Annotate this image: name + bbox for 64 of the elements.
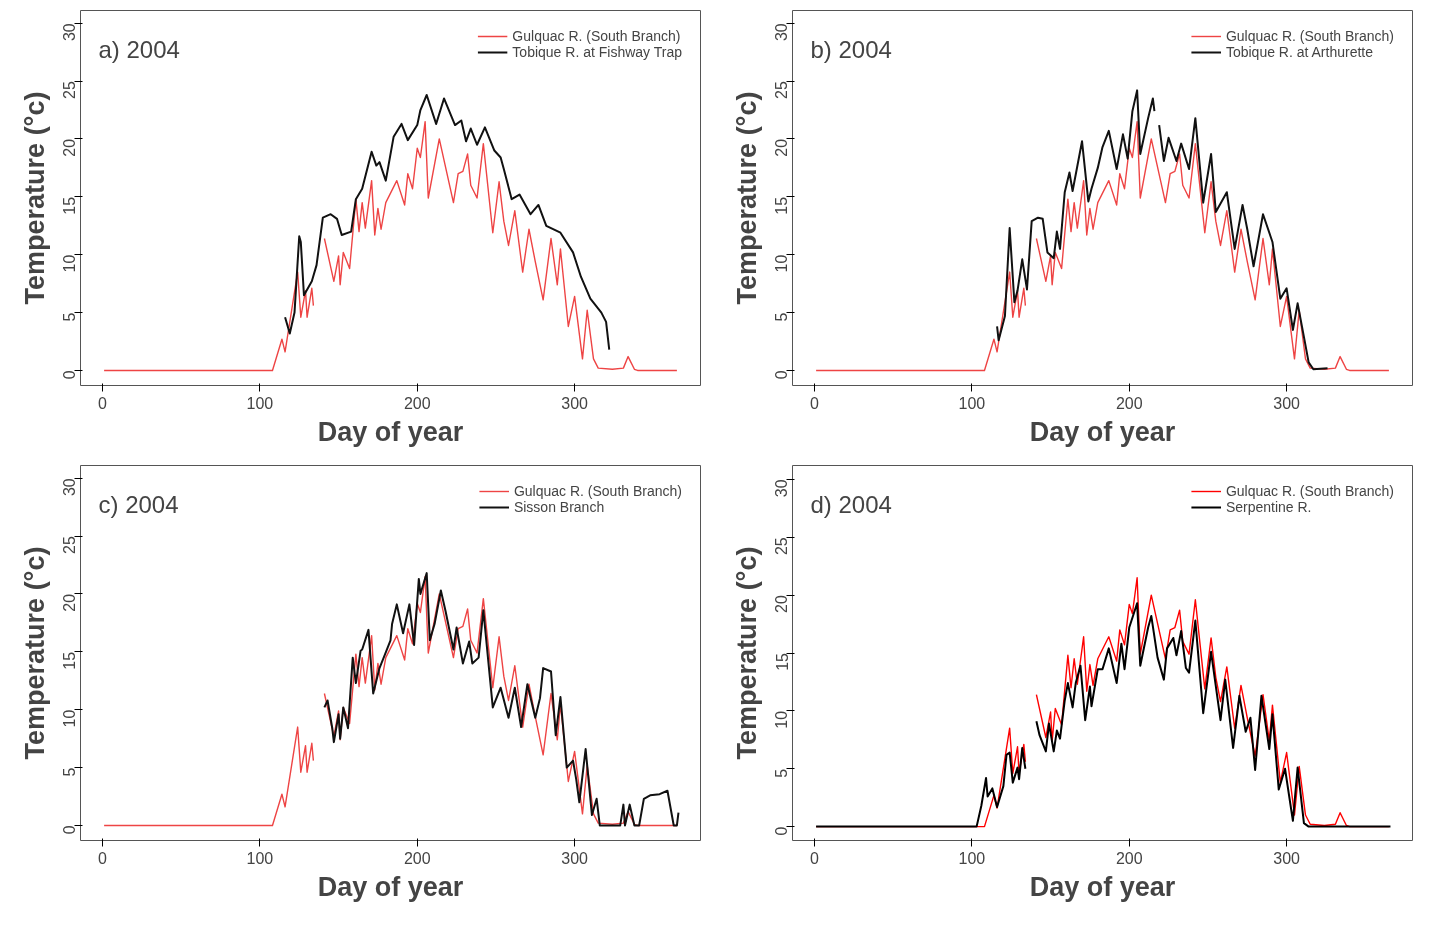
y-tick-label: 20 — [61, 138, 79, 157]
y-tick-label: 0 — [61, 825, 79, 835]
x-axis-title: Day of year — [317, 416, 464, 447]
y-tick-label: 10 — [61, 709, 79, 728]
y-tick-label: 25 — [773, 537, 791, 556]
y-tick-label: 30 — [61, 478, 79, 497]
y-tick-label: 25 — [61, 536, 79, 554]
y-tick-label: 0 — [773, 370, 791, 380]
x-tick-label: 300 — [1273, 849, 1301, 867]
y-tick-label: 5 — [773, 312, 791, 322]
y-tick-label: 25 — [773, 81, 791, 99]
x-axis-title: Day of year — [1029, 871, 1176, 902]
x-tick-label: 0 — [98, 394, 108, 412]
y-tick-label: 5 — [773, 768, 791, 778]
x-tick-label: 300 — [1273, 394, 1301, 412]
y-tick-label: 30 — [61, 23, 79, 42]
x-tick-label: 100 — [246, 394, 274, 412]
legend-label: Gulquac R. (South Branch) — [512, 28, 681, 44]
text: d) 2004 — [810, 490, 892, 518]
y-tick-label: 10 — [773, 254, 791, 273]
x-tick-label: 0 — [98, 849, 108, 867]
y-tick-label: 20 — [61, 593, 79, 612]
y-tick-label: 20 — [773, 595, 791, 613]
x-tick-label: 100 — [246, 849, 274, 867]
legend-label: Gulquac R. (South Branch) — [513, 483, 682, 499]
x-tick-label: 200 — [1115, 849, 1143, 867]
y-axis-title: Temperature (°c) — [19, 546, 50, 760]
x-axis-title: Day of year — [317, 871, 464, 902]
x-tick-label: 300 — [561, 849, 589, 867]
legend-label: Gulquac R. (South Branch) — [1225, 483, 1394, 499]
y-tick-label: 5 — [61, 767, 79, 777]
x-tick-label: 200 — [1115, 394, 1143, 412]
y-tick-label: 15 — [773, 652, 791, 671]
x-tick-label: 0 — [810, 849, 820, 867]
y-tick-label: 15 — [773, 196, 791, 215]
y-tick-label: 20 — [773, 138, 791, 157]
legend-label: Tobique R. at Arthurette — [1225, 44, 1373, 60]
text: a) 2004 — [98, 35, 180, 63]
x-tick-label: 100 — [958, 394, 986, 412]
legend-label: Sisson Branch — [513, 499, 605, 515]
x-axis-title: Day of year — [1029, 416, 1176, 447]
legend-label: Serpentine R. — [1225, 499, 1312, 515]
y-tick-label: 10 — [61, 254, 79, 273]
y-tick-label: 5 — [61, 312, 79, 322]
x-tick-label: 200 — [403, 849, 431, 867]
y-axis-title: Temperature (°c) — [731, 91, 762, 305]
y-tick-label: 30 — [773, 479, 791, 498]
x-tick-label: 0 — [810, 394, 820, 412]
legend-label: Tobique R. at Fishway Trap — [512, 44, 682, 60]
y-tick-label: 10 — [773, 710, 791, 729]
y-tick-label: 25 — [61, 81, 79, 99]
y-tick-label: 0 — [61, 370, 79, 380]
text: b) 2004 — [810, 35, 892, 63]
y-axis-title: Temperature (°c) — [19, 91, 50, 305]
y-tick-label: 0 — [773, 826, 791, 836]
x-tick-label: 200 — [403, 394, 431, 412]
legend-label: Gulquac R. (South Branch) — [1225, 28, 1394, 44]
y-tick-label: 15 — [61, 651, 79, 670]
x-tick-label: 100 — [958, 849, 986, 867]
y-tick-label: 15 — [61, 196, 79, 215]
x-tick-label: 300 — [561, 394, 589, 412]
y-tick-label: 30 — [773, 23, 791, 42]
text: c) 2004 — [98, 490, 179, 518]
y-axis-title: Temperature (°c) — [731, 546, 762, 760]
